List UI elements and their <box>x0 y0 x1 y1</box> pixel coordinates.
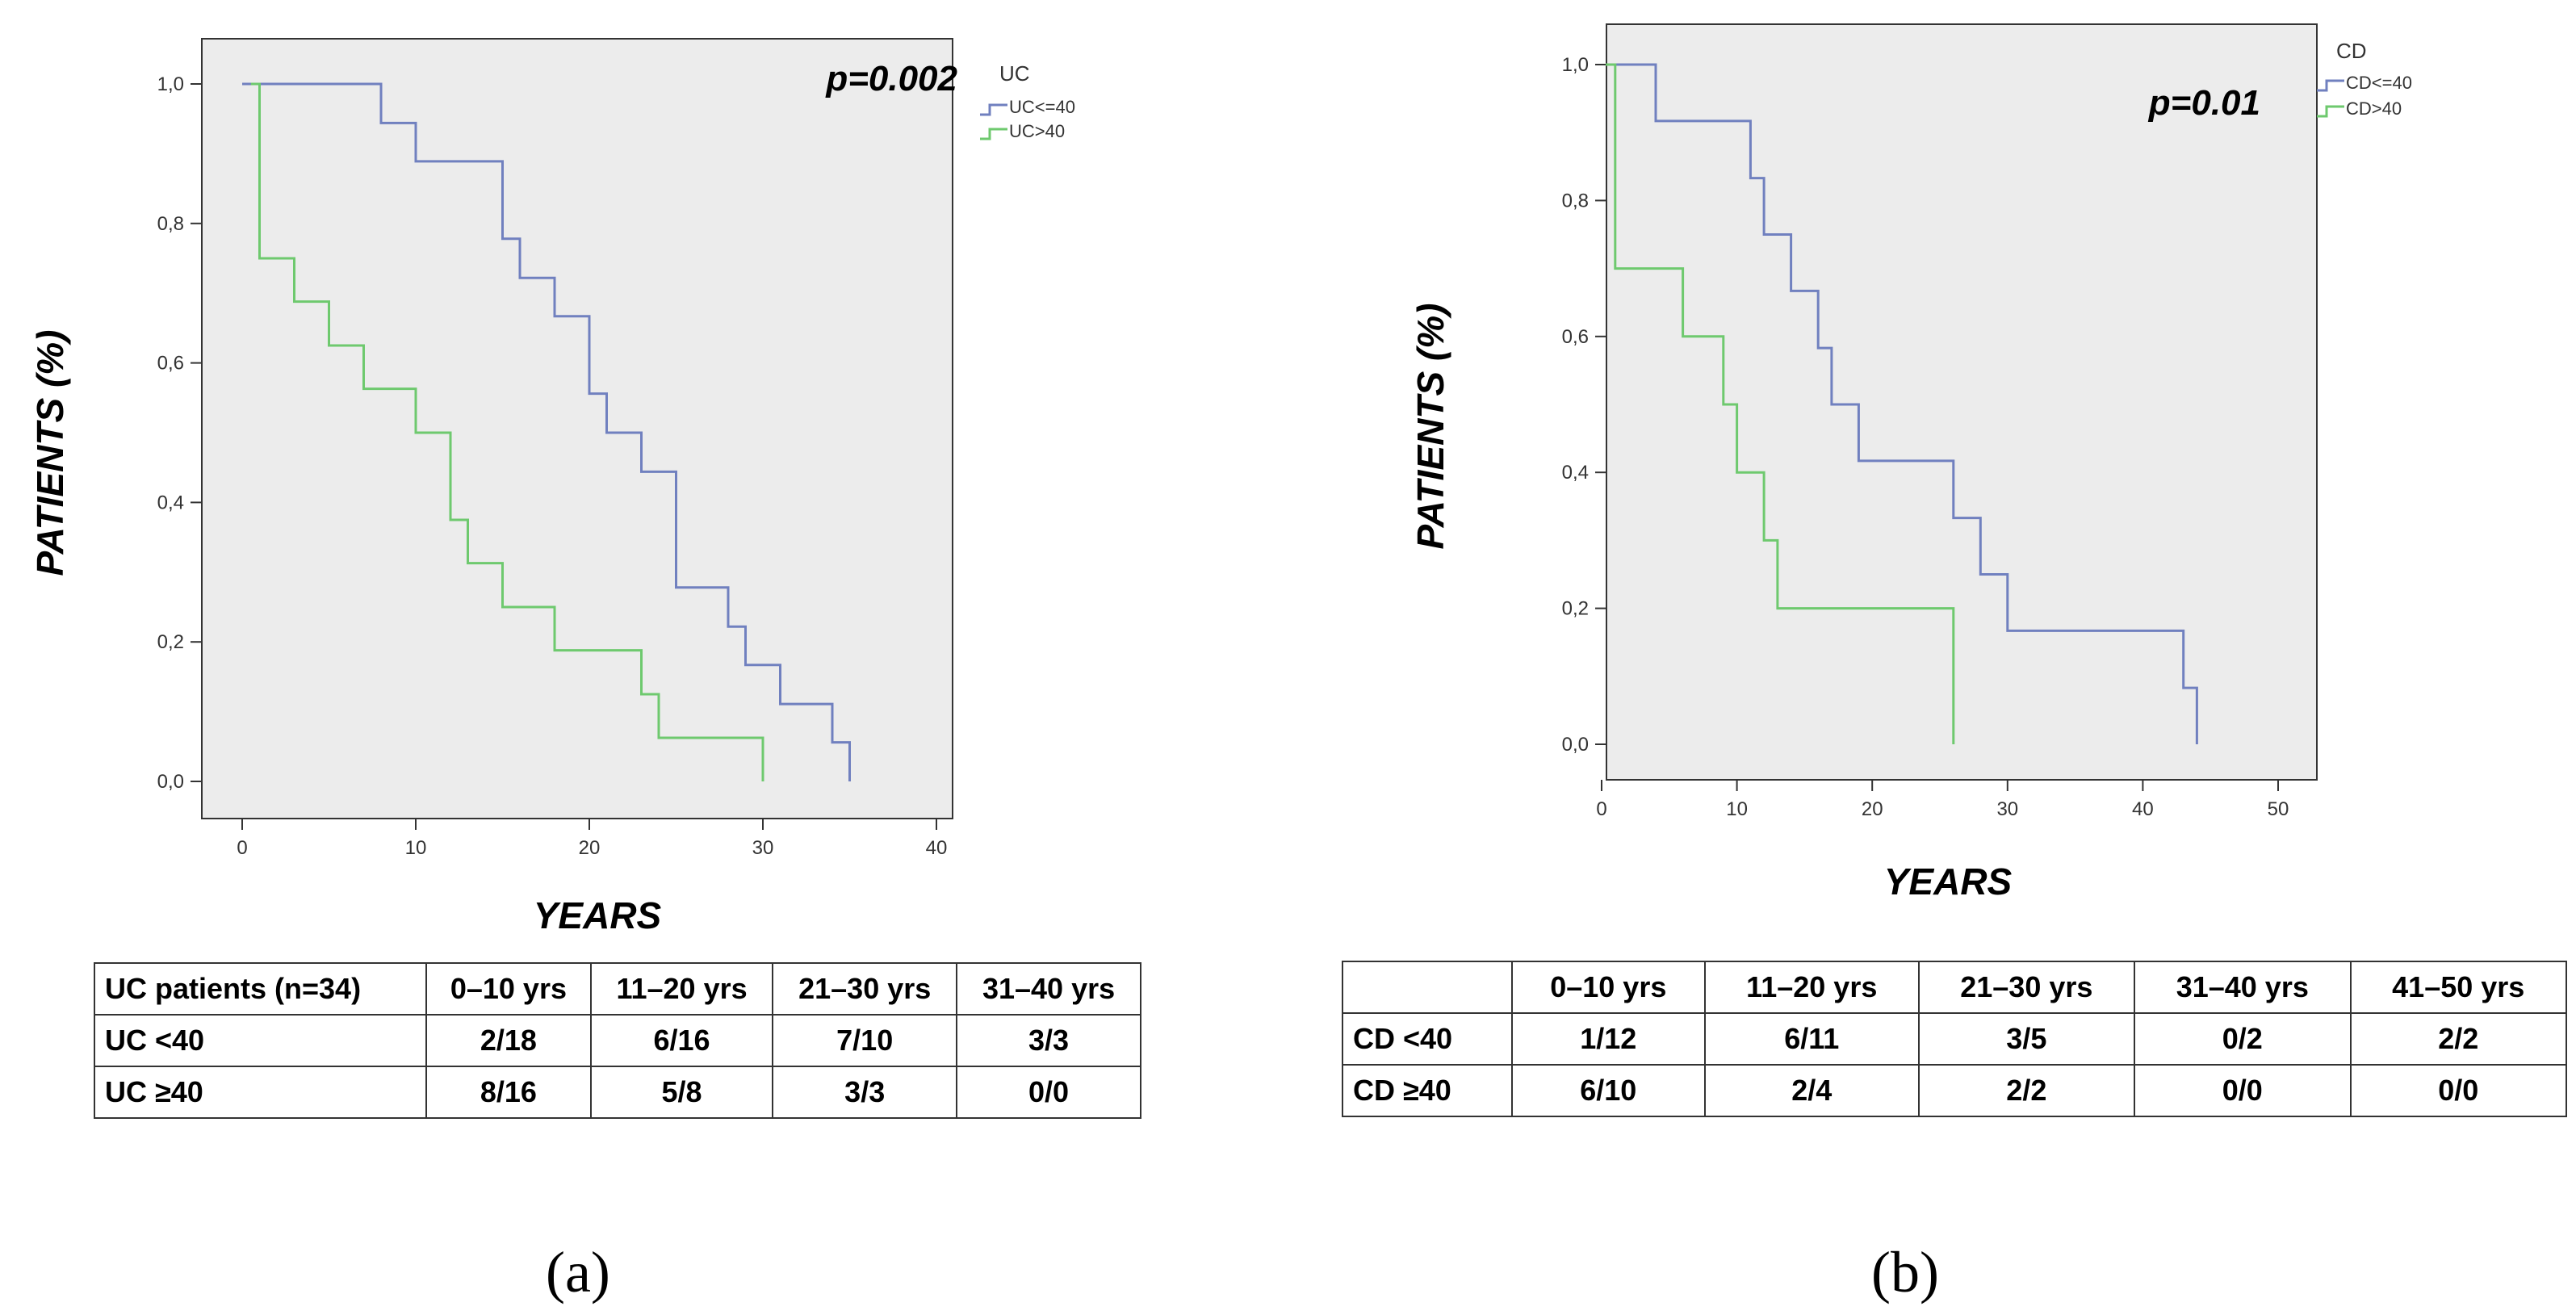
y-tick-label: 1,0 <box>157 73 184 95</box>
x-tick-label: 50 <box>2268 798 2289 820</box>
risk-table-cell: 6/16 <box>589 1014 774 1067</box>
risk-table-cell: 8/16 <box>425 1066 592 1119</box>
y-tick-label: 0,4 <box>157 492 184 513</box>
x-tick-label: 30 <box>752 837 774 859</box>
risk-table-cell: 2/4 <box>1703 1064 1920 1117</box>
risk-table-cell: 0/2 <box>2134 1012 2352 1066</box>
risk-table-row: CD ≥40 6/10 2/4 2/2 0/0 0/0 <box>1342 1064 2567 1117</box>
plot-area <box>1606 23 2318 781</box>
risk-table-col-header: 31–40 yrs <box>2134 961 2352 1014</box>
legend-entry: UC<=40 <box>1009 97 1075 117</box>
risk-table-cell: 6/10 <box>1510 1064 1706 1117</box>
risk-table-col-header: 0–10 yrs <box>1510 961 1706 1014</box>
x-tick-label: 0 <box>237 837 247 859</box>
x-tick-label: 10 <box>1726 798 1748 820</box>
y-tick-label: 0,2 <box>1562 598 1589 620</box>
chart-panel-uc: 0,0 0,2 0,4 0,6 0,8 1,0 0 10 20 30 40 p=0.002 UC UC<=… <box>29 38 1075 936</box>
legend-swatch <box>2317 79 2344 92</box>
y-tick-label: 0,2 <box>157 631 184 653</box>
y-axis-label: PATIENTS (%) <box>29 330 71 576</box>
x-axis-label: YEARS <box>534 894 662 936</box>
legend-title: UC <box>999 61 1030 86</box>
y-axis-label: PATIENTS (%) <box>1409 304 1451 550</box>
panel-label-a: (a) <box>546 1240 610 1305</box>
risk-table-col-header: 41–50 yrs <box>2349 961 2567 1014</box>
legend-swatch <box>980 103 1007 116</box>
x-tick-label: 20 <box>579 837 601 859</box>
risk-table-row: UC ≥40 8/16 5/8 3/3 0/0 <box>94 1066 1141 1119</box>
risk-table-col-header: 31–40 yrs <box>956 962 1141 1016</box>
y-tick-label: 0,8 <box>1562 190 1589 211</box>
risk-table-header-row: 0–10 yrs 11–20 yrs 21–30 yrs 31–40 yrs 4… <box>1342 961 2567 1014</box>
chart-panel-cd: 0,0 0,2 0,4 0,6 0,8 1,0 0 10 20 30 40 50 p=0.01 CD CD<… <box>1409 23 2412 902</box>
risk-table-cell: 0/0 <box>2349 1064 2567 1117</box>
legend-entry: CD>40 <box>2346 98 2402 119</box>
series-line-CD<=40 <box>1608 63 2198 744</box>
p-value-annotation: p=0.01 <box>2148 83 2260 123</box>
x-tick-label: 0 <box>1596 798 1606 820</box>
legend-swatch <box>2317 105 2344 118</box>
risk-table-cell: 5/8 <box>589 1066 774 1119</box>
x-tick-label: 10 <box>405 837 427 859</box>
y-tick-label: 0,0 <box>1562 734 1589 756</box>
risk-table-uc: UC patients (n=34) 0–10 yrs 11–20 yrs 21… <box>94 962 1141 1119</box>
risk-table-corner <box>1342 961 1513 1014</box>
risk-table-col-header: 11–20 yrs <box>589 962 774 1016</box>
legend-title: CD <box>2336 39 2367 63</box>
risk-table-cell: 2/18 <box>425 1014 592 1067</box>
risk-table-cell: 3/3 <box>772 1066 958 1119</box>
risk-table-cell: 3/5 <box>1917 1012 2136 1066</box>
series-line-UC>40 <box>250 82 764 781</box>
risk-table-cell: 7/10 <box>772 1014 958 1067</box>
legend-entry: CD<=40 <box>2346 73 2412 93</box>
y-tick-label: 0,6 <box>1562 326 1589 348</box>
y-tick-label: 0,4 <box>1562 462 1589 484</box>
risk-table-cell: 6/11 <box>1703 1012 1920 1066</box>
y-tick-label: 0,8 <box>157 213 184 235</box>
y-tick-label: 1,0 <box>1562 54 1589 76</box>
series-line-UC<=40 <box>242 82 851 781</box>
risk-table-row: UC <40 2/18 6/16 7/10 3/3 <box>94 1014 1141 1067</box>
risk-table-row-label: UC <40 <box>94 1014 427 1067</box>
risk-table-cell: 0/0 <box>2134 1064 2352 1117</box>
x-tick-label: 20 <box>1862 798 1883 820</box>
risk-table-corner: UC patients (n=34) <box>94 962 427 1016</box>
risk-table-cd: 0–10 yrs 11–20 yrs 21–30 yrs 31–40 yrs 4… <box>1342 961 2567 1117</box>
panel-label-b: (b) <box>1871 1240 1939 1305</box>
legend-swatch <box>980 128 1007 140</box>
risk-table-col-header: 21–30 yrs <box>1917 961 2136 1014</box>
risk-table-header-row: UC patients (n=34) 0–10 yrs 11–20 yrs 21… <box>94 962 1141 1016</box>
risk-table-cell: 1/12 <box>1510 1012 1706 1066</box>
risk-table-col-header: 21–30 yrs <box>772 962 958 1016</box>
p-value-annotation: p=0.002 <box>825 59 957 98</box>
risk-table-col-header: 11–20 yrs <box>1703 961 1920 1014</box>
risk-table-row-label: CD <40 <box>1342 1012 1513 1066</box>
x-tick-label: 30 <box>1996 798 2018 820</box>
series-line-CD>40 <box>1606 63 1955 744</box>
risk-table-cell: 2/2 <box>2349 1012 2567 1066</box>
x-tick-label: 40 <box>2132 798 2154 820</box>
risk-table-col-header: 0–10 yrs <box>425 962 592 1016</box>
risk-table-row-label: UC ≥40 <box>94 1066 427 1119</box>
x-tick-label: 40 <box>926 837 948 859</box>
risk-table-cell: 0/0 <box>956 1066 1141 1119</box>
legend-entry: UC>40 <box>1009 121 1065 141</box>
risk-table-row: CD <40 1/12 6/11 3/5 0/2 2/2 <box>1342 1012 2567 1066</box>
y-tick-label: 0,0 <box>157 771 184 793</box>
plot-area <box>201 38 953 819</box>
risk-table-cell: 3/3 <box>956 1014 1141 1067</box>
risk-table-cell: 2/2 <box>1917 1064 2136 1117</box>
x-axis-label: YEARS <box>1884 861 2013 902</box>
risk-table-row-label: CD ≥40 <box>1342 1064 1513 1117</box>
y-tick-label: 0,6 <box>157 353 184 375</box>
